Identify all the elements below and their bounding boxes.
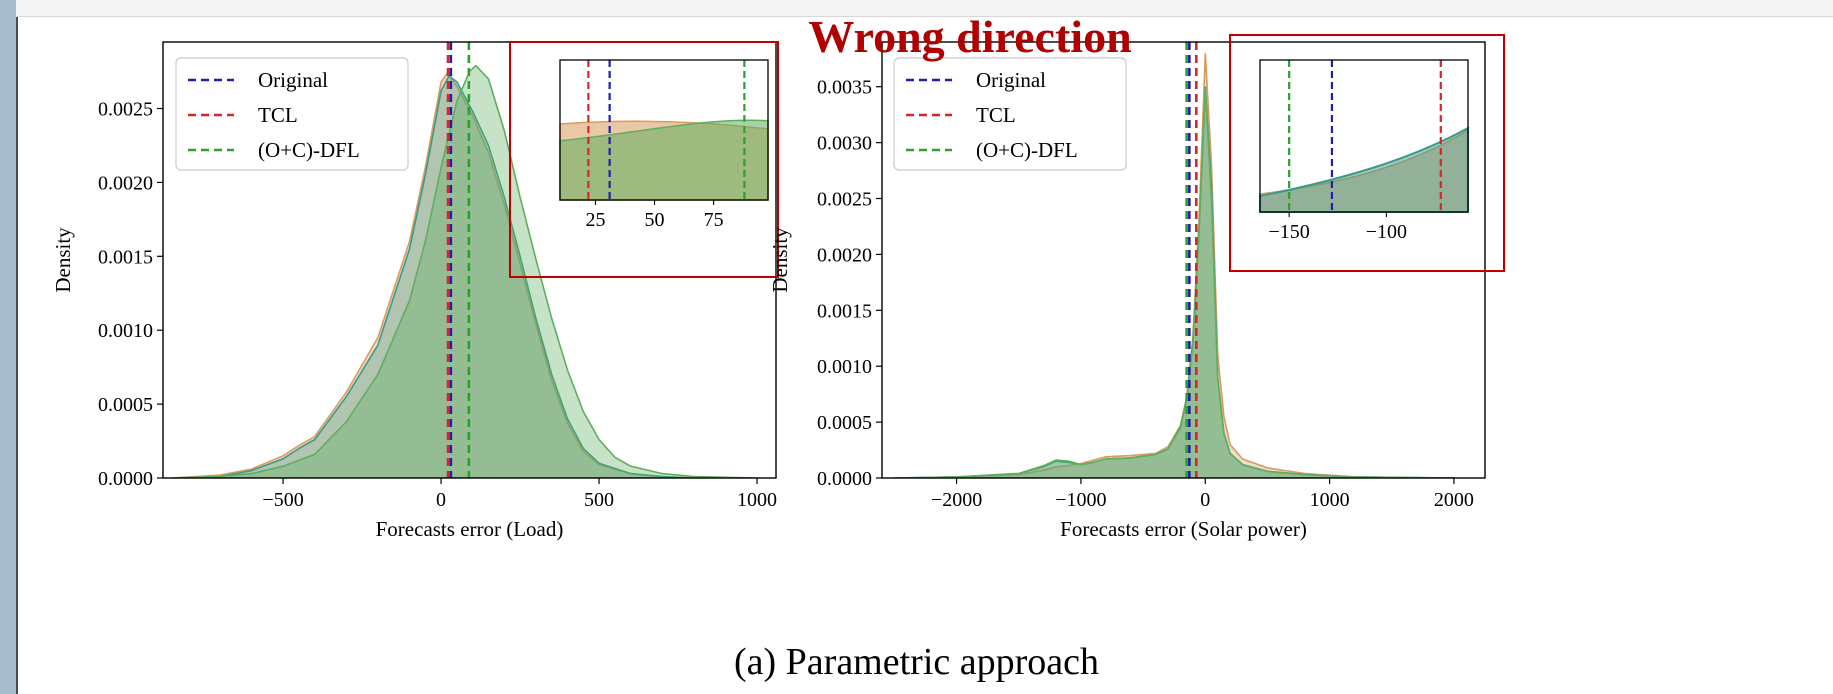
y-tick-label: 0.0020 <box>817 244 872 266</box>
figure-caption: (a) Parametric approach <box>733 641 1099 683</box>
x-axis-label: Forecasts error (Load) <box>376 517 564 541</box>
x-tick-label: 0 <box>1200 489 1210 511</box>
y-tick-label: 0.0035 <box>817 77 872 99</box>
y-tick-label: 0.0010 <box>98 320 153 342</box>
solar-chart: 0.0000 0.0005 0.0010 0.0015 0.0020 0.0025 0.00… <box>768 34 1505 541</box>
legend-label: Original <box>258 68 328 92</box>
inset-chart: −150 −100 <box>1259 59 1469 243</box>
y-tick-label: 0.0025 <box>98 99 153 121</box>
axes-frame <box>881 41 1486 479</box>
plot-area <box>172 42 758 478</box>
inset-x-tick-label: 50 <box>645 209 665 231</box>
legend-label: (O+C)-DFL <box>976 138 1078 162</box>
y-tick-label: 0.0025 <box>817 189 872 211</box>
y-tick-label: 0.0015 <box>817 300 872 322</box>
density-ocdfl <box>172 64 758 478</box>
inset-x-tick-label: −100 <box>1366 221 1407 243</box>
x-tick-label: 2000 <box>1434 489 1474 511</box>
x-axis-label: Forecasts error (Solar power) <box>1060 517 1307 541</box>
inset-x-tick-label: 75 <box>704 209 724 231</box>
inset-x-tick-label: 25 <box>585 209 605 231</box>
wrong-direction-annotation: Wrong direction <box>808 11 1131 62</box>
legend: Original TCL (O+C)-DFL <box>175 57 409 171</box>
legend-label: Original <box>976 68 1046 92</box>
legend-box <box>175 57 409 171</box>
y-tick-label: 0.0000 <box>817 468 872 490</box>
legend-label: TCL <box>976 103 1016 127</box>
x-tick-label: −1000 <box>1055 489 1106 511</box>
y-axis-label: Density <box>51 227 75 293</box>
y-tick-label: 0.0015 <box>98 246 153 268</box>
legend-label: (O+C)-DFL <box>258 138 360 162</box>
legend: Original TCL (O+C)-DFL <box>893 57 1127 171</box>
x-tick-label: −500 <box>262 489 303 511</box>
left-window-strip <box>0 0 18 694</box>
inset-frame <box>559 59 769 201</box>
load-chart: 0.0000 0.0005 0.0010 0.0015 0.0020 0.0025 −500… <box>51 41 779 541</box>
inset-chart: 25 50 75 <box>559 59 769 231</box>
x-tick-label: −2000 <box>931 489 982 511</box>
density-original <box>172 74 694 478</box>
y-tick-label: 0.0030 <box>817 133 872 155</box>
y-axis-label: Density <box>768 227 792 293</box>
legend-label: TCL <box>258 103 298 127</box>
x-tick-label: 1000 <box>1310 489 1350 511</box>
legend-box <box>893 57 1127 171</box>
inset-frame <box>1259 59 1469 213</box>
y-tick-label: 0.0010 <box>817 356 872 378</box>
axes-frame <box>162 41 777 479</box>
x-tick-label: 500 <box>584 489 614 511</box>
y-tick-label: 0.0005 <box>817 412 872 434</box>
y-tick-label: 0.0000 <box>98 468 153 490</box>
highlight-box <box>1229 34 1505 272</box>
top-window-strip <box>16 0 1833 17</box>
y-tick-label: 0.0005 <box>98 394 153 416</box>
x-tick-label: 1000 <box>737 489 777 511</box>
highlight-box <box>509 41 779 278</box>
x-tick-label: 0 <box>436 489 446 511</box>
plot-area <box>894 42 1454 478</box>
inset-x-tick-label: −150 <box>1269 221 1310 243</box>
y-tick-label: 0.0020 <box>98 172 153 194</box>
